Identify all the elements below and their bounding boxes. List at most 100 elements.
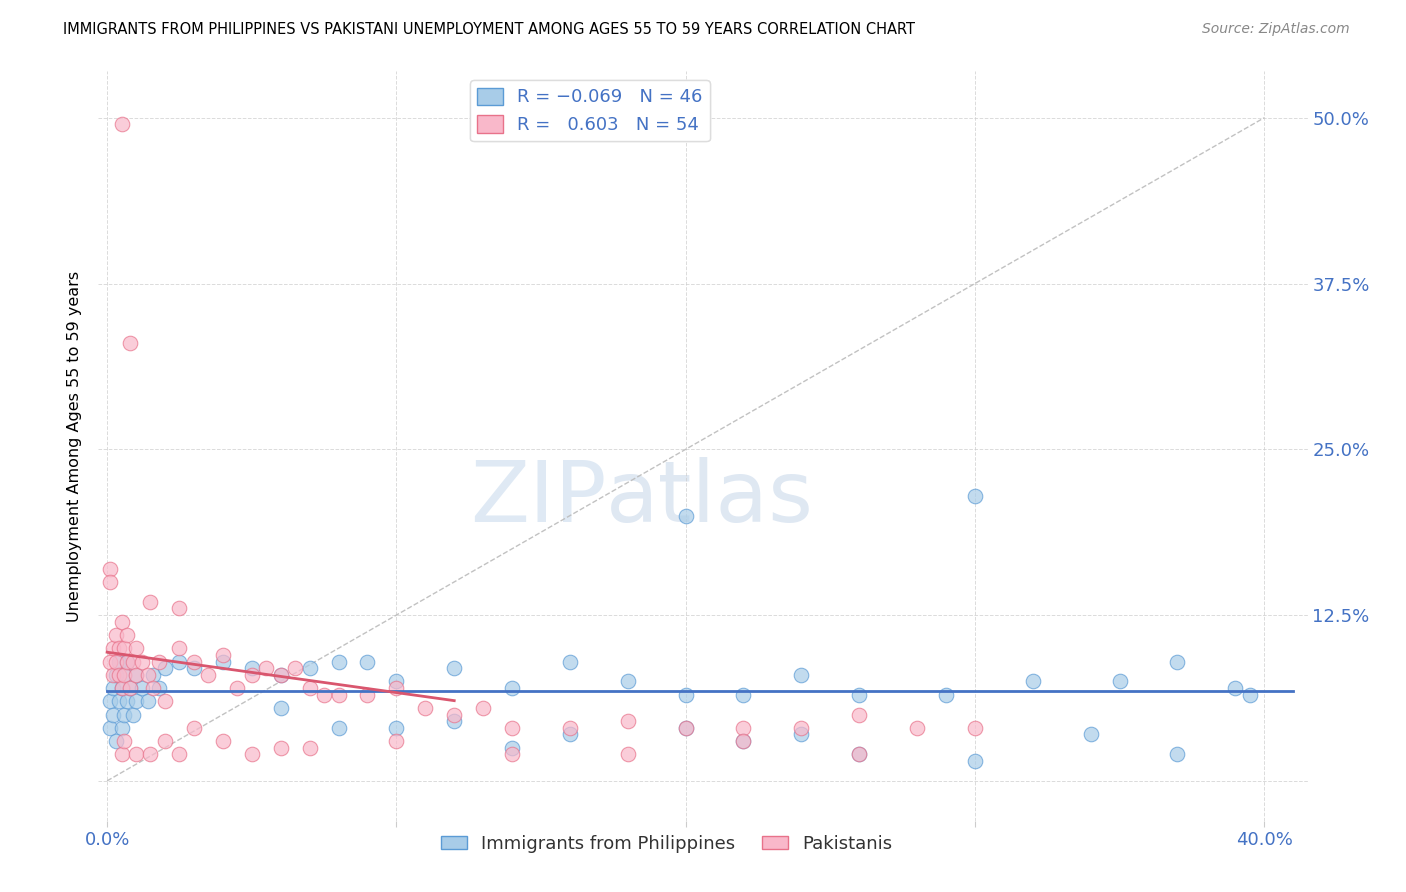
Point bbox=[142, 681, 165, 695]
Point bbox=[136, 667, 159, 681]
Point bbox=[558, 727, 581, 741]
Point bbox=[501, 681, 523, 695]
Point bbox=[101, 707, 124, 722]
Point bbox=[120, 681, 142, 695]
Point bbox=[328, 721, 350, 735]
Point bbox=[1225, 681, 1247, 695]
Point bbox=[413, 701, 436, 715]
Point bbox=[148, 681, 170, 695]
Point bbox=[675, 688, 697, 702]
Point bbox=[153, 661, 176, 675]
Point bbox=[110, 747, 132, 762]
Text: Source: ZipAtlas.com: Source: ZipAtlas.com bbox=[1202, 22, 1350, 37]
Point bbox=[153, 734, 176, 748]
Point bbox=[558, 655, 581, 669]
Point bbox=[733, 721, 755, 735]
Point bbox=[110, 681, 132, 695]
Point bbox=[107, 667, 129, 681]
Point bbox=[356, 688, 378, 702]
Point bbox=[240, 667, 263, 681]
Point bbox=[114, 667, 136, 681]
Point bbox=[501, 721, 523, 735]
Point bbox=[169, 747, 191, 762]
Point bbox=[848, 688, 870, 702]
Point bbox=[125, 641, 148, 656]
Point bbox=[169, 655, 191, 669]
Point bbox=[120, 681, 142, 695]
Point bbox=[935, 688, 957, 702]
Point bbox=[790, 727, 813, 741]
Point bbox=[848, 747, 870, 762]
Point bbox=[226, 681, 249, 695]
Point bbox=[617, 747, 640, 762]
Point bbox=[385, 734, 408, 748]
Point bbox=[107, 694, 129, 708]
Point bbox=[98, 562, 121, 576]
Point bbox=[117, 655, 139, 669]
Point bbox=[120, 336, 142, 351]
Point bbox=[197, 667, 219, 681]
Point bbox=[848, 707, 870, 722]
Point bbox=[183, 655, 205, 669]
Point bbox=[328, 655, 350, 669]
Point bbox=[104, 628, 127, 642]
Point bbox=[385, 681, 408, 695]
Point bbox=[675, 721, 697, 735]
Point bbox=[122, 655, 145, 669]
Point bbox=[270, 740, 292, 755]
Point bbox=[443, 661, 465, 675]
Point bbox=[270, 701, 292, 715]
Point bbox=[183, 721, 205, 735]
Point bbox=[125, 747, 148, 762]
Point bbox=[240, 661, 263, 675]
Point bbox=[963, 721, 986, 735]
Point bbox=[1239, 688, 1261, 702]
Point bbox=[139, 747, 162, 762]
Point bbox=[114, 734, 136, 748]
Point bbox=[117, 628, 139, 642]
Point bbox=[139, 595, 162, 609]
Point bbox=[501, 740, 523, 755]
Point bbox=[443, 714, 465, 728]
Point bbox=[142, 667, 165, 681]
Point bbox=[148, 655, 170, 669]
Point bbox=[110, 615, 132, 629]
Point bbox=[101, 641, 124, 656]
Point bbox=[117, 694, 139, 708]
Text: atlas: atlas bbox=[606, 457, 814, 540]
Point bbox=[298, 740, 321, 755]
Point bbox=[733, 688, 755, 702]
Point bbox=[1108, 674, 1130, 689]
Point bbox=[104, 667, 127, 681]
Point bbox=[107, 641, 129, 656]
Point bbox=[125, 694, 148, 708]
Point bbox=[98, 574, 121, 589]
Point bbox=[270, 667, 292, 681]
Point bbox=[1022, 674, 1045, 689]
Point bbox=[443, 707, 465, 722]
Point bbox=[136, 694, 159, 708]
Point bbox=[733, 734, 755, 748]
Point bbox=[298, 661, 321, 675]
Point bbox=[385, 674, 408, 689]
Legend: Immigrants from Philippines, Pakistanis: Immigrants from Philippines, Pakistanis bbox=[434, 828, 900, 860]
Text: IMMIGRANTS FROM PHILIPPINES VS PAKISTANI UNEMPLOYMENT AMONG AGES 55 TO 59 YEARS : IMMIGRANTS FROM PHILIPPINES VS PAKISTANI… bbox=[63, 22, 915, 37]
Point bbox=[114, 667, 136, 681]
Point bbox=[284, 661, 307, 675]
Point bbox=[254, 661, 277, 675]
Point bbox=[153, 694, 176, 708]
Point bbox=[790, 667, 813, 681]
Point bbox=[848, 747, 870, 762]
Point bbox=[312, 688, 335, 702]
Point bbox=[211, 655, 233, 669]
Point bbox=[110, 721, 132, 735]
Point bbox=[501, 747, 523, 762]
Point bbox=[114, 707, 136, 722]
Point bbox=[617, 714, 640, 728]
Point bbox=[107, 655, 129, 669]
Point bbox=[328, 688, 350, 702]
Point bbox=[104, 734, 127, 748]
Point bbox=[905, 721, 928, 735]
Point bbox=[298, 681, 321, 695]
Point bbox=[98, 655, 121, 669]
